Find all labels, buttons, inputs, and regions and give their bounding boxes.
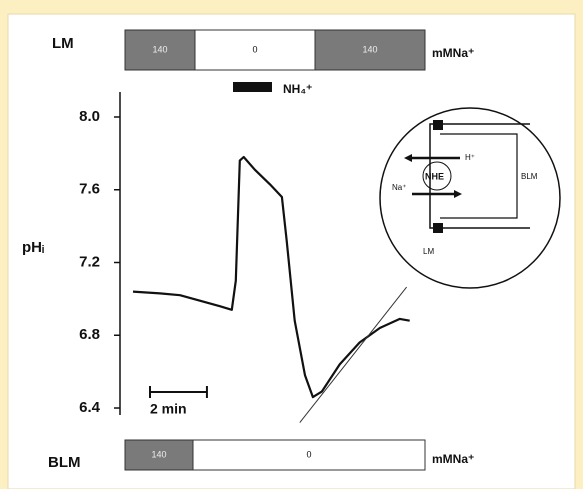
y-tick-label: 8.0	[79, 108, 100, 125]
segment-label: 140	[151, 449, 166, 459]
transporter	[422, 161, 452, 191]
inset: H⁺ Na⁺ NHE BLM LM	[379, 107, 561, 289]
inset-label: H⁺	[465, 153, 475, 162]
blm-label: BLM	[48, 454, 81, 471]
unit-label: mMNa⁺	[432, 46, 474, 60]
segment-label: 0	[306, 449, 311, 459]
segment-label: 140	[362, 44, 377, 54]
y-tick-label: 6.8	[79, 326, 100, 343]
y-tick-label: 7.2	[79, 253, 100, 270]
fit-line	[299, 286, 407, 423]
bar-segment	[124, 29, 196, 71]
bar-segment	[194, 29, 316, 71]
junction	[433, 120, 443, 130]
inset-label: BLM	[521, 172, 538, 181]
inset-label: LM	[423, 247, 434, 256]
unit-label: mMNa⁺	[432, 452, 474, 466]
bar-segment	[192, 439, 426, 471]
nh4-label: NH₄⁺	[283, 82, 312, 96]
arrow-head	[404, 154, 412, 162]
segment-label: 0	[252, 44, 257, 54]
junction	[433, 223, 443, 233]
cell-outline	[440, 133, 518, 219]
inset-label: NHE	[425, 171, 444, 181]
y-axis-label: pHᵢ	[22, 239, 44, 256]
trace	[132, 155, 410, 399]
bar-segment	[314, 29, 426, 71]
inset-circle	[379, 107, 561, 289]
y-tick-label: 6.4	[79, 399, 101, 416]
scale-bar-label: 2 min	[150, 401, 187, 417]
cell-outline	[429, 123, 530, 229]
inset-label: Na⁺	[392, 183, 406, 192]
segment-label: 140	[152, 44, 167, 54]
y-tick-label: 7.6	[79, 181, 100, 198]
nh4-bar	[233, 82, 272, 92]
arrow-head	[454, 190, 462, 198]
lm-label: LM	[52, 35, 74, 52]
